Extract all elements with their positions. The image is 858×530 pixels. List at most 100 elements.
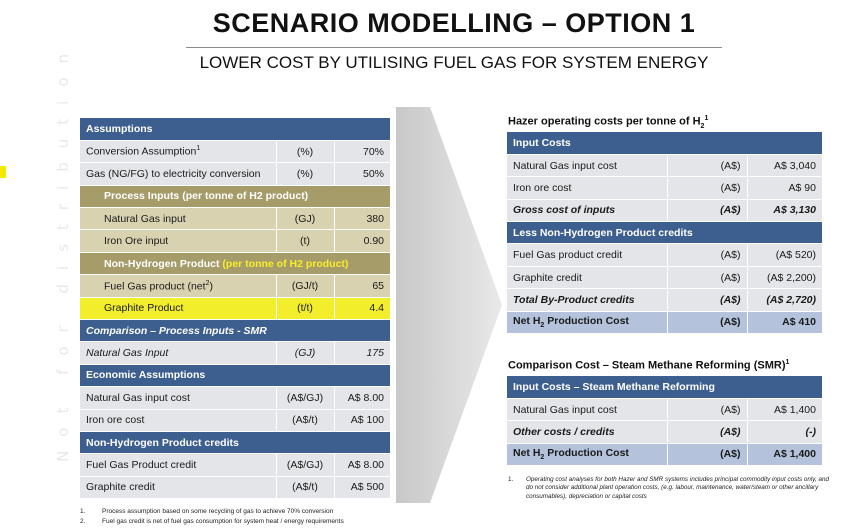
footnote-ref: 1 bbox=[704, 115, 709, 122]
row-value: (A$ 2,200) bbox=[746, 266, 822, 290]
row-value: A$ 3,040 bbox=[746, 154, 822, 178]
hazer-title-text: Hazer operating costs per tonne of H bbox=[508, 115, 701, 128]
row-unit: (A$) bbox=[666, 443, 747, 467]
row-label: Other costs / credits bbox=[507, 420, 667, 444]
table-row-total: Total By-Product credits (A$) (A$ 2,720) bbox=[507, 288, 822, 312]
row-value: A$ 100 bbox=[333, 409, 390, 432]
table-row: Gas (NG/FG) to electricity conversion (%… bbox=[80, 162, 390, 186]
row-label: Fuel Gas Product credit bbox=[80, 453, 276, 477]
smr-cost-table: Input Costs – Steam Methane Reforming Na… bbox=[507, 376, 822, 467]
table-row: Natural Gas input cost (A$/GJ) A$ 8.00 bbox=[80, 386, 390, 410]
arrow-shape bbox=[396, 107, 502, 503]
row-unit: (A$) bbox=[666, 266, 747, 290]
row-unit: (GJ) bbox=[275, 207, 334, 231]
row-unit: (A$/t) bbox=[275, 409, 334, 432]
fuel-gas-label-end: ) bbox=[209, 280, 213, 293]
assumptions-header: Assumptions bbox=[80, 118, 390, 141]
assumption-footnotes: 1. Process assumption based on some recy… bbox=[80, 507, 344, 527]
table-row: Iron ore cost (A$) A$ 90 bbox=[507, 176, 822, 200]
credits-header-row: Less Non-Hydrogen Product credits bbox=[507, 221, 822, 245]
hazer-cost-table: Input Costs Natural Gas input cost (A$) … bbox=[507, 132, 822, 335]
non-hydrogen-header-row: Non-Hydrogen Product (per tonne of H2 pr… bbox=[80, 252, 390, 276]
row-label: Natural Gas input cost bbox=[507, 398, 667, 422]
table-row: Natural Gas input cost (A$) A$ 3,040 bbox=[507, 154, 822, 178]
row-unit: (A$) bbox=[666, 154, 747, 178]
row-unit: (GJ/t) bbox=[275, 274, 334, 298]
assumptions-header-row: Assumptions bbox=[80, 118, 390, 141]
process-inputs-header: Process Inputs (per tonne of H2 product) bbox=[80, 185, 390, 209]
row-value: A$ 8.00 bbox=[333, 386, 390, 410]
non-hydrogen-header-text: Non-Hydrogen Product bbox=[104, 257, 223, 270]
table-row: Iron ore cost (A$/t) A$ 100 bbox=[80, 409, 390, 432]
row-label: Gas (NG/FG) to electricity conversion bbox=[80, 162, 276, 186]
smr-title-text: Comparison Cost – Steam Methane Reformin… bbox=[508, 359, 786, 372]
row-label: Net H2 Production Cost bbox=[507, 311, 667, 335]
row-unit: (t) bbox=[275, 229, 334, 253]
page-title: SCENARIO MODELLING – OPTION 1 bbox=[212, 8, 696, 38]
row-label: Graphite credit bbox=[507, 266, 667, 290]
row-value: 50% bbox=[333, 162, 390, 186]
table-row-highlighted: Graphite Product (t/t) 4.4 bbox=[80, 297, 390, 321]
row-unit: (%) bbox=[275, 140, 334, 164]
economic-header: Economic Assumptions bbox=[80, 364, 390, 388]
highlight-marker bbox=[0, 166, 6, 178]
row-label: Graphite Product bbox=[80, 297, 276, 321]
subscript: 2 bbox=[540, 454, 545, 462]
footnote: 2. Fuel gas credit is net of fuel gas co… bbox=[80, 517, 344, 527]
row-value: A$ 8.00 bbox=[333, 453, 390, 477]
table-row: Other costs / credits (A$) (-) bbox=[507, 420, 822, 444]
row-label: Natural Gas input bbox=[80, 207, 276, 231]
economic-header-row: Economic Assumptions bbox=[80, 364, 390, 388]
credits-header-row: Non-Hydrogen Product credits bbox=[80, 431, 390, 455]
table-row: Graphite credit (A$/t) A$ 500 bbox=[80, 476, 390, 500]
process-inputs-header-row: Process Inputs (per tonne of H2 product) bbox=[80, 185, 390, 209]
non-hydrogen-header: Non-Hydrogen Product (per tonne of H2 pr… bbox=[80, 252, 390, 276]
row-label: Natural Gas input cost bbox=[80, 386, 276, 410]
comparison-header-row: Comparison – Process Inputs - SMR bbox=[80, 319, 390, 343]
row-unit: (A$/GJ) bbox=[275, 386, 334, 410]
footnote-ref: 1 bbox=[785, 359, 790, 366]
table-row: Fuel Gas product credit (A$) (A$ 520) bbox=[507, 243, 822, 267]
row-unit: (A$) bbox=[666, 288, 747, 312]
row-unit: (A$) bbox=[666, 243, 747, 267]
table-row: Conversion Assumption1 (%) 70% bbox=[80, 140, 390, 164]
row-value: A$ 3,130 bbox=[746, 199, 822, 223]
row-label: Gross cost of inputs bbox=[507, 199, 667, 223]
row-value: A$ 410 bbox=[746, 311, 822, 335]
row-unit: (A$) bbox=[666, 420, 747, 444]
row-unit: (A$/GJ) bbox=[275, 453, 334, 477]
row-label: Iron ore cost bbox=[80, 409, 276, 432]
credits-header: Non-Hydrogen Product credits bbox=[80, 431, 390, 455]
table-row: Iron Ore input (t) 0.90 bbox=[80, 229, 390, 253]
input-costs-header: Input Costs bbox=[507, 132, 822, 155]
conversion-label: Conversion Assumption bbox=[86, 145, 197, 158]
row-label: Fuel Gas product (net2) bbox=[80, 274, 276, 298]
footnote-ref: 2 bbox=[205, 279, 210, 287]
footnote-number: 1. bbox=[508, 476, 514, 483]
row-value: (A$ 2,720) bbox=[746, 288, 822, 312]
row-value: 380 bbox=[333, 207, 390, 231]
row-label: Iron Ore input bbox=[80, 229, 276, 253]
row-unit: (A$/t) bbox=[275, 476, 334, 500]
row-value: A$ 500 bbox=[333, 476, 390, 500]
row-label: Natural Gas input cost bbox=[507, 154, 667, 178]
table-row: Fuel Gas Product credit (A$/GJ) A$ 8.00 bbox=[80, 453, 390, 477]
row-label: Net H2 Production Cost bbox=[507, 443, 667, 467]
net-label-a: Net H bbox=[513, 315, 541, 328]
row-unit: (GJ) bbox=[275, 341, 334, 365]
footnote-text: Operating cost analyses for both Hazer a… bbox=[526, 476, 829, 500]
row-label: Iron ore cost bbox=[507, 176, 667, 200]
table-row: Graphite credit (A$) (A$ 2,200) bbox=[507, 266, 822, 290]
subscript: 2 bbox=[700, 122, 705, 130]
net-label-b: Production Cost bbox=[544, 315, 629, 328]
table-row: Natural Gas input cost (A$) A$ 1,400 bbox=[507, 398, 822, 422]
non-hydrogen-header-highlight: (per tonne of H2 product) bbox=[222, 257, 349, 270]
row-value: 0.90 bbox=[333, 229, 390, 253]
row-unit: (%) bbox=[275, 162, 334, 186]
row-label: Graphite credit bbox=[80, 476, 276, 500]
footnote-text: Fuel gas credit is net of fuel gas consu… bbox=[102, 518, 344, 525]
net-label-b: Production Cost bbox=[544, 447, 629, 460]
footnote-text: Process assumption based on some recycli… bbox=[102, 508, 334, 515]
row-unit: (t/t) bbox=[275, 297, 334, 321]
smr-input-costs-header-row: Input Costs – Steam Methane Reforming bbox=[507, 376, 822, 399]
